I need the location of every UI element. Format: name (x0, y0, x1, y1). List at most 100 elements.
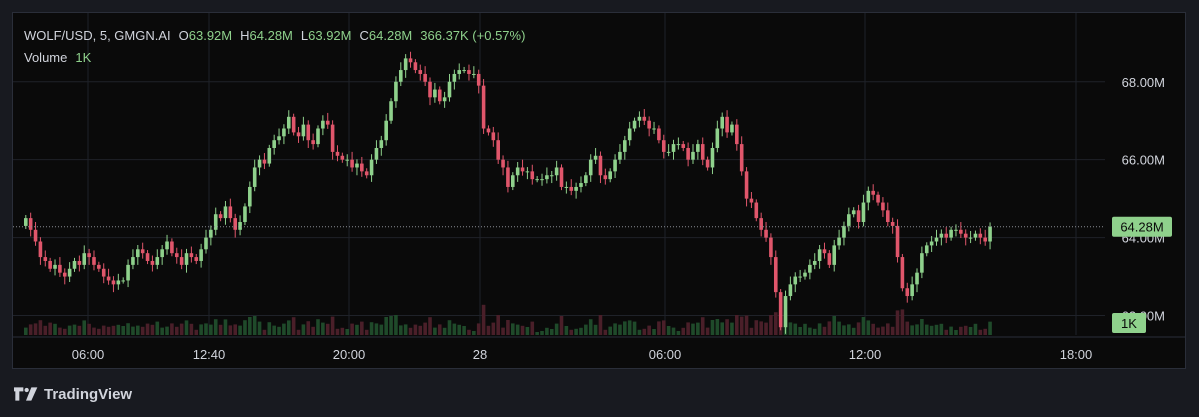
volume-bar (413, 324, 418, 335)
volume-bar (140, 326, 145, 335)
candle-body (155, 257, 160, 265)
volume-bar (827, 321, 832, 335)
candle (783, 290, 788, 334)
volume-bar (642, 328, 647, 335)
candle-body (851, 210, 856, 215)
candle (67, 262, 72, 283)
candle (126, 259, 130, 288)
candle-body (364, 171, 369, 176)
candle-body (28, 218, 33, 230)
candle-body (535, 179, 539, 181)
candle (598, 151, 603, 184)
candle-body (111, 280, 116, 285)
candle (788, 276, 793, 301)
candle (623, 135, 627, 160)
candle-body (861, 202, 866, 223)
volume-bar (496, 315, 500, 335)
candle-body (189, 253, 194, 258)
volume-bar (209, 324, 213, 335)
volume-label[interactable]: Volume (24, 50, 68, 65)
candle (520, 159, 525, 176)
volume-bar (116, 324, 121, 335)
volume-bar (968, 327, 973, 335)
volume-bar (764, 322, 768, 335)
symbol-label[interactable]: WOLF/USD, 5, GMGN.AI (24, 28, 171, 43)
volume-bar (720, 322, 725, 335)
candle-body (540, 179, 544, 181)
candle (476, 69, 481, 94)
volume-bar (769, 315, 773, 335)
candle (150, 255, 155, 272)
volume-bar (306, 321, 311, 335)
volume-bar (593, 324, 598, 335)
candle (111, 276, 116, 293)
candle (515, 162, 520, 182)
candle-body (579, 183, 583, 187)
candle (657, 125, 661, 144)
volume-bar (291, 317, 296, 335)
volume-bar (28, 324, 33, 335)
volume-bar (803, 323, 807, 335)
candle-body (106, 276, 111, 281)
candle (223, 200, 228, 225)
candle (963, 229, 968, 246)
candle (472, 66, 476, 79)
last-price-label: 64.28M (1120, 220, 1163, 235)
candle (545, 167, 549, 184)
candle-body (754, 202, 759, 219)
volume-bar (832, 316, 837, 335)
candle (374, 140, 379, 164)
candle (423, 66, 427, 87)
candle (252, 159, 257, 192)
candle (321, 115, 325, 136)
candle-body (856, 210, 861, 223)
candle (248, 181, 252, 214)
candle-body (360, 163, 364, 172)
candle-body (808, 264, 812, 273)
candle (145, 250, 150, 265)
candle-body (623, 140, 627, 152)
candle (924, 242, 929, 257)
candle-body (905, 288, 910, 297)
volume-bar (506, 320, 510, 335)
volume-bar (272, 325, 276, 335)
candle-body (170, 241, 174, 254)
candle-body (350, 159, 354, 168)
volume-bar (428, 317, 432, 335)
volume-bar (92, 327, 96, 335)
candle (671, 139, 676, 160)
candle (613, 154, 617, 178)
volume-bar (920, 319, 924, 335)
candle (496, 132, 500, 164)
candle (491, 126, 496, 147)
volume-bar (233, 324, 238, 335)
volume-bar (959, 326, 963, 335)
volume-bar (145, 323, 150, 335)
candle-body (238, 222, 242, 230)
volume-bar (983, 328, 987, 335)
candle (603, 168, 608, 185)
candle (681, 140, 686, 152)
volume-bar (252, 316, 257, 335)
candle (97, 261, 101, 272)
candlestick-chart[interactable]: 62.00M64.00M66.00M68.00M06:0012:4020:002… (13, 13, 1186, 369)
chart-pane[interactable]: 62.00M64.00M66.00M68.00M06:0012:4020:002… (12, 12, 1186, 369)
candle (686, 142, 690, 167)
volume-bar (433, 327, 437, 335)
volume-bar (725, 319, 729, 335)
candle-body (837, 237, 841, 246)
candle (720, 112, 725, 137)
candle (929, 236, 934, 253)
candle (43, 250, 48, 267)
chart-legend: WOLF/USD, 5, GMGN.AI O63.92M H64.28M L63.92… (24, 25, 533, 69)
candle (165, 234, 169, 255)
volume-bar (58, 327, 62, 335)
tradingview-logo[interactable]: TradingView (14, 383, 132, 405)
candle (511, 172, 515, 191)
candle (179, 249, 184, 270)
volume-bar (345, 329, 350, 335)
candle (452, 69, 457, 90)
candle (53, 259, 57, 276)
volume-bar (476, 323, 481, 335)
volume-value: 1K (75, 50, 92, 65)
